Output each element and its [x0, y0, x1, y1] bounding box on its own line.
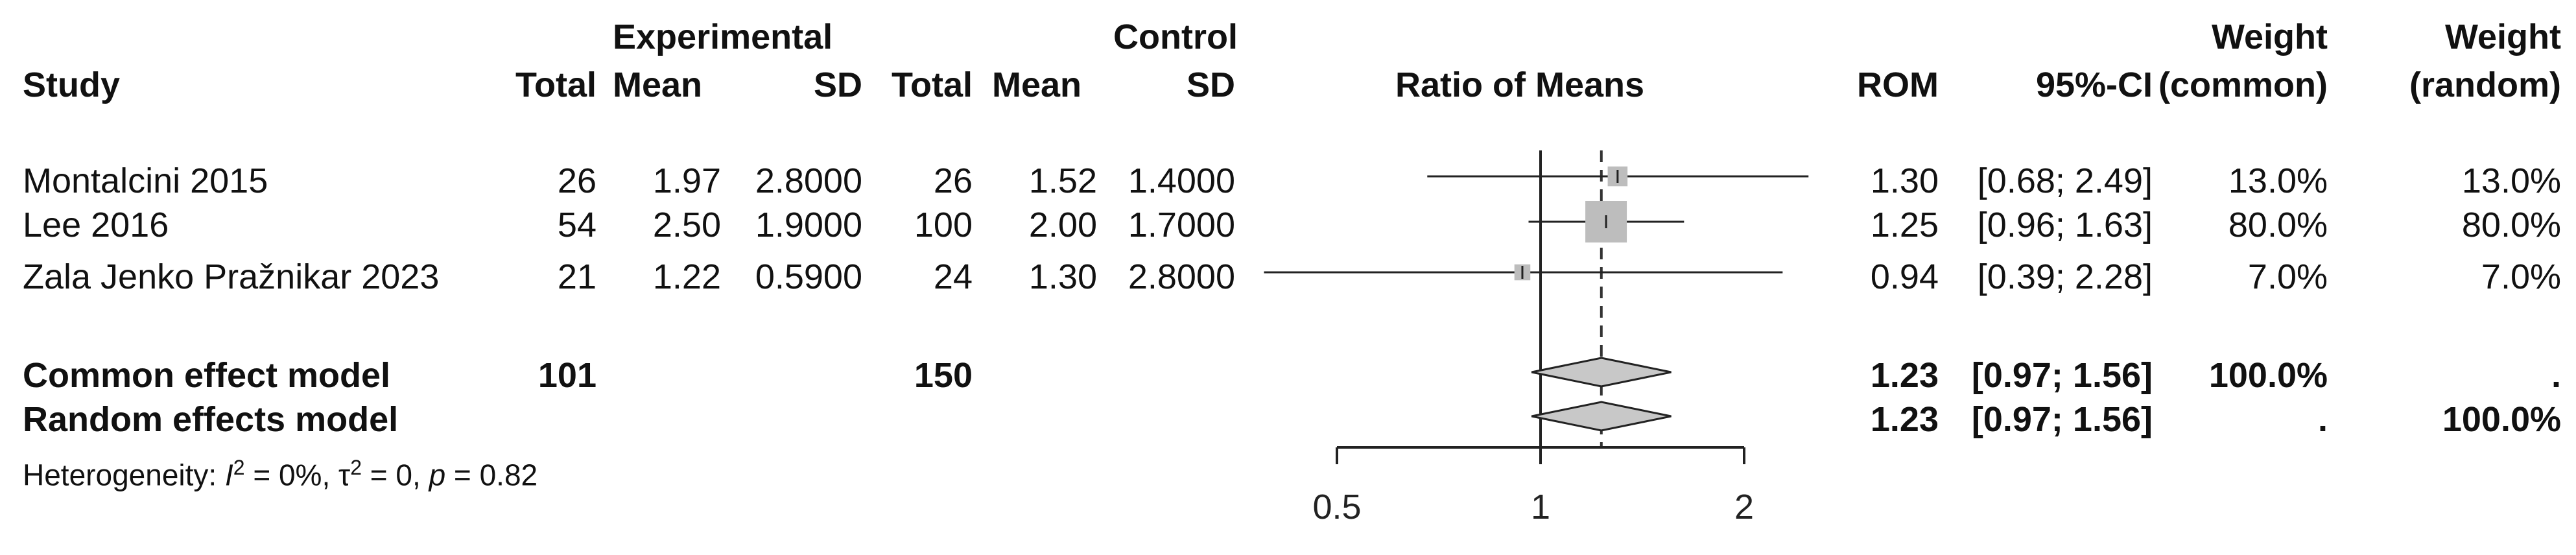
header-ctl-total: Total — [892, 65, 973, 104]
heterogeneity-prefix: Heterogeneity: — [23, 458, 225, 492]
header-ctl-mean: Mean — [992, 65, 1082, 104]
header-study: Study — [23, 65, 121, 104]
header-ctl-sd: SD — [1186, 65, 1235, 104]
i-squared-value: = 0%, — [244, 458, 339, 492]
model-rom: 1.23 — [1870, 356, 1939, 395]
header-ratio-of-means: Ratio of Means — [1395, 65, 1645, 104]
header-exp-total: Total — [515, 65, 597, 104]
model-rom: 1.23 — [1870, 400, 1939, 439]
header-weight-random: (random) — [2409, 65, 2561, 104]
p-value: = 0.82 — [445, 458, 538, 492]
tau-symbol: τ — [338, 458, 351, 492]
exp-mean: 1.22 — [652, 257, 721, 296]
model-ci: [0.97; 1.56] — [1971, 356, 2153, 395]
ctl-total: 100 — [914, 206, 973, 244]
ci-value: [0.68; 2.49] — [1977, 161, 2153, 200]
model-weight-random: 100.0% — [2442, 400, 2561, 439]
model-ctl-total: 150 — [914, 356, 973, 395]
header-rom: ROM — [1857, 65, 1939, 104]
model-diamond — [1531, 357, 1672, 388]
exp-total: 26 — [557, 161, 597, 200]
header-control: Control — [1113, 18, 1238, 56]
model-exp-total: 101 — [538, 356, 597, 395]
header-exp-sd: SD — [813, 65, 862, 104]
weight-random: 13.0% — [2461, 161, 2561, 200]
header-ci: 95%-CI — [2035, 65, 2153, 104]
heterogeneity-text: Heterogeneity: I2 = 0%, τ2 = 0, p = 0.82 — [23, 456, 538, 492]
exp-sd: 0.5900 — [755, 257, 862, 296]
exp-mean: 1.97 — [652, 161, 721, 200]
header-weight-common: (common) — [2158, 65, 2328, 104]
ci-value: [0.39; 2.28] — [1977, 257, 2153, 296]
weight-common: 13.0% — [2228, 161, 2328, 200]
model-weight-common: . — [2317, 400, 2328, 439]
ctl-sd: 1.7000 — [1128, 206, 1235, 244]
p-symbol: p — [429, 458, 446, 492]
ctl-sd: 2.8000 — [1128, 257, 1235, 296]
weight-common: 80.0% — [2228, 206, 2328, 244]
model-diamond — [1531, 401, 1672, 432]
x-axis-tick-label: 1 — [1531, 488, 1550, 526]
model-ci: [0.97; 1.56] — [1971, 400, 2153, 439]
model-weight-common: 100.0% — [2208, 356, 2328, 395]
study-name: Montalcini 2015 — [23, 161, 268, 200]
header-weight-common-top: Weight — [2212, 18, 2328, 56]
rom-value: 0.94 — [1870, 257, 1939, 296]
tau-value: = 0, — [361, 458, 429, 492]
model-weight-random: . — [2551, 356, 2561, 395]
header-experimental: Experimental — [613, 18, 833, 56]
study-name: Lee 2016 — [23, 206, 169, 244]
x-axis-tick-label: 2 — [1734, 488, 1754, 526]
ci-value: [0.96; 1.63] — [1977, 206, 2153, 244]
ctl-total: 26 — [933, 161, 973, 200]
rom-value: 1.25 — [1870, 206, 1939, 244]
x-axis-tick-label: 0.5 — [1312, 488, 1361, 526]
ctl-mean: 2.00 — [1028, 206, 1097, 244]
exp-sd: 2.8000 — [755, 161, 862, 200]
rom-value: 1.30 — [1870, 161, 1939, 200]
exp-mean: 2.50 — [652, 206, 721, 244]
ctl-sd: 1.4000 — [1128, 161, 1235, 200]
exp-total: 21 — [557, 257, 597, 296]
i-squared-symbol: I — [224, 458, 233, 492]
exp-total: 54 — [557, 206, 597, 244]
ctl-mean: 1.30 — [1028, 257, 1097, 296]
weight-random: 7.0% — [2481, 257, 2561, 296]
header-weight-random-top: Weight — [2445, 18, 2561, 56]
exp-sd: 1.9000 — [755, 206, 862, 244]
weight-random: 80.0% — [2461, 206, 2561, 244]
ctl-mean: 1.52 — [1028, 161, 1097, 200]
model-name: Random effects model — [23, 400, 399, 439]
model-name: Common effect model — [23, 356, 391, 395]
ctl-total: 24 — [933, 257, 973, 296]
weight-common: 7.0% — [2247, 257, 2328, 296]
header-exp-mean: Mean — [613, 65, 703, 104]
study-name: Zala Jenko Pražnikar 2023 — [23, 257, 440, 296]
